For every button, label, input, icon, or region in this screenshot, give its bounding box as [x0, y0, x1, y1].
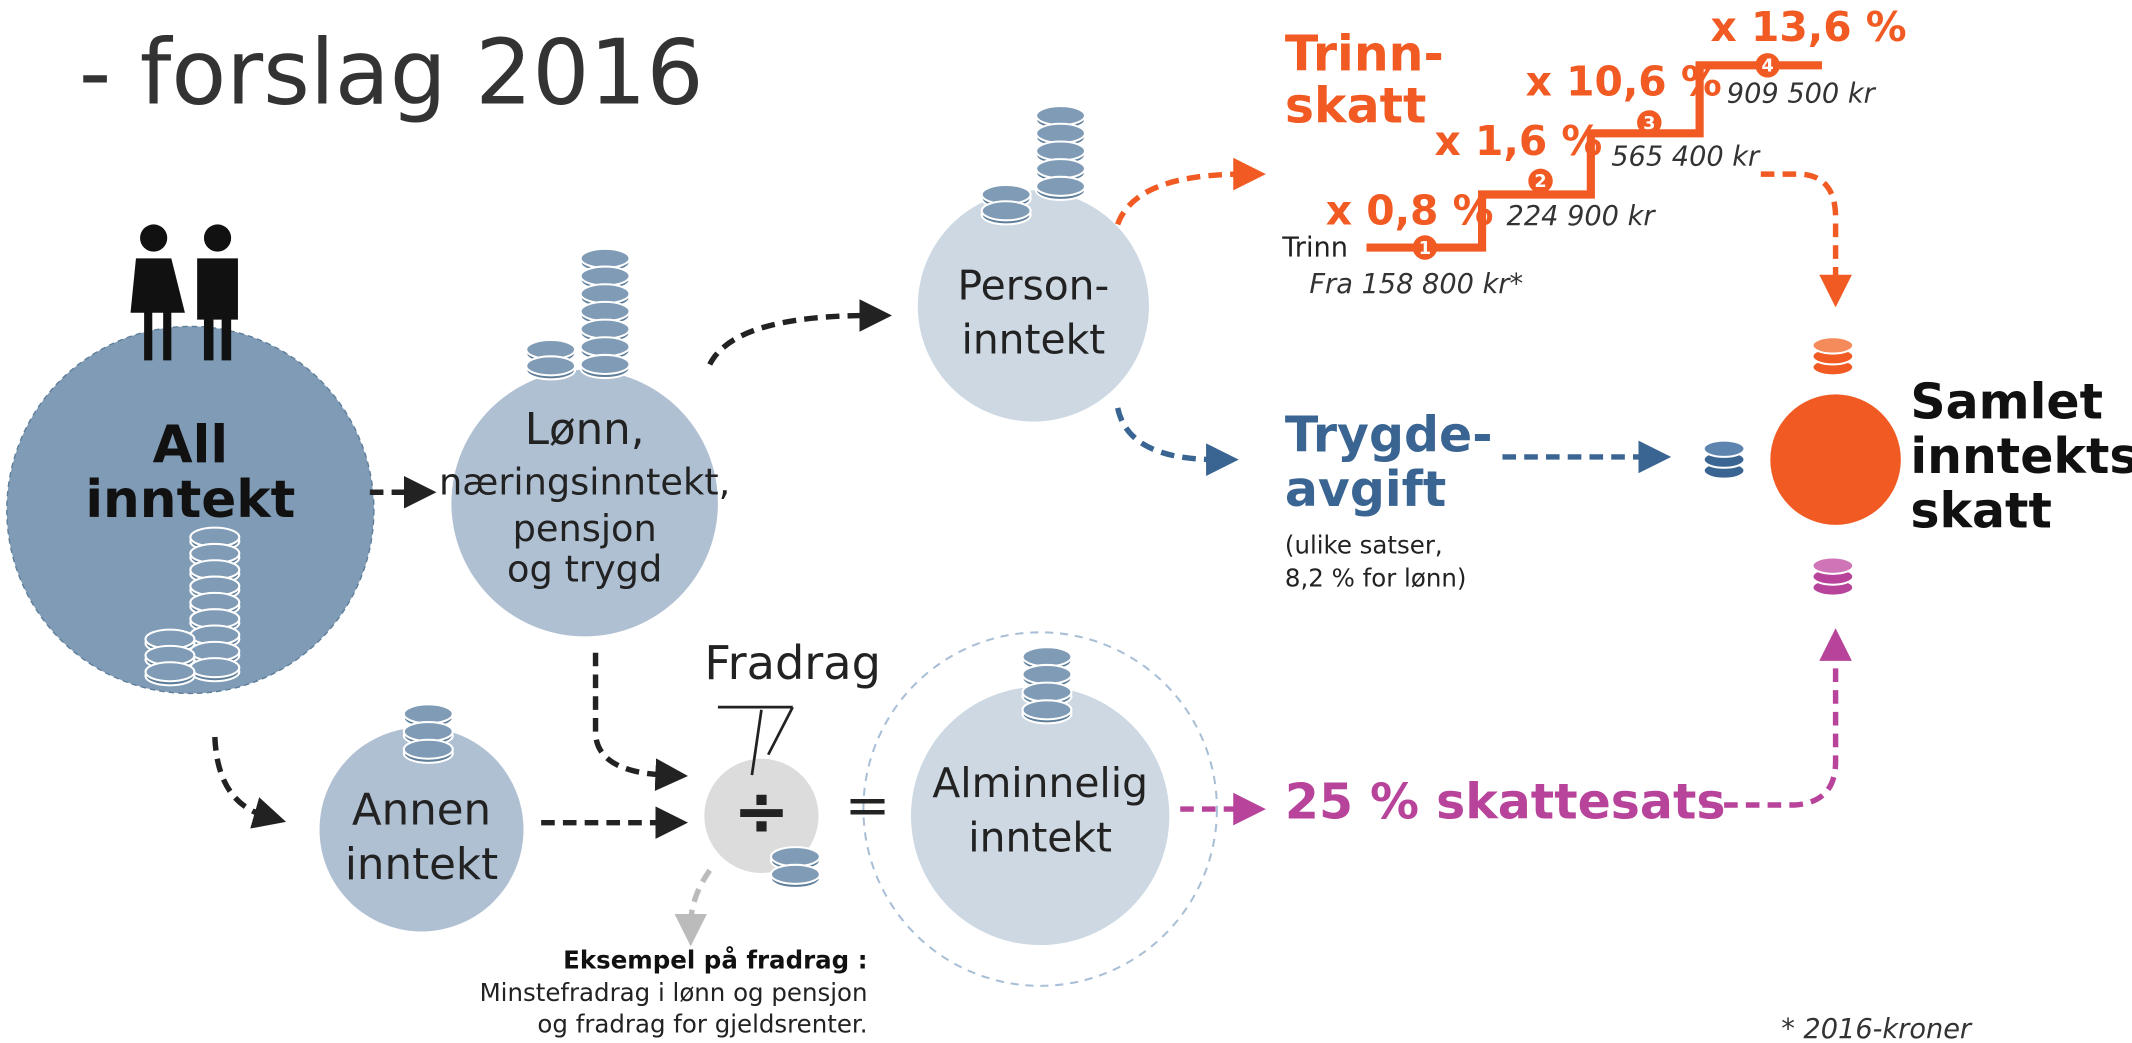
step-threshold: Fra 158 800 kr* [1309, 269, 1523, 300]
step-word: Trinn [1281, 232, 1348, 263]
node-label: pensjon [513, 507, 657, 550]
social-security-note: 8,2 % for lønn) [1285, 563, 1466, 592]
bracket-tax: Trinn- [1285, 26, 1444, 83]
step-number: 1 [1419, 239, 1431, 259]
node-label: Alminnelig [932, 759, 1148, 807]
node-label: Person- [957, 261, 1109, 309]
total-tax: Samlet [1910, 374, 2103, 431]
step-threshold: 565 400 kr [1611, 141, 1761, 172]
example-text: og fradrag for gjeldsrenter. [537, 1009, 867, 1038]
step-rate: x 1,6 % [1434, 117, 1602, 165]
node-label: inntekt [962, 316, 1106, 364]
operator: ÷ [733, 772, 790, 851]
social-security-note: (ulike satser, [1285, 531, 1443, 560]
step-rate: x 0,8 % [1326, 187, 1494, 235]
bracket-tax: skatt [1285, 77, 1426, 134]
step-rate: x 10,6 % [1526, 57, 1722, 105]
node-label: Lønn, [525, 405, 645, 455]
step-number: 3 [1643, 114, 1655, 134]
social-security: avgift [1285, 461, 1446, 518]
node-label: næringsinntekt, [439, 461, 730, 504]
step-threshold: 224 900 kr [1507, 201, 1657, 232]
deduction-label: Fradrag [704, 636, 881, 690]
operator: = [845, 774, 891, 837]
node-label: inntekt [85, 470, 295, 530]
step-threshold: 909 500 kr [1727, 79, 1877, 110]
example-title: Eksempel på fradrag : [563, 945, 867, 974]
step-number: 2 [1534, 172, 1546, 192]
footnote: * 2016-kroner [1781, 1014, 1973, 1043]
node-label: inntekt [968, 813, 1112, 861]
node-label: og trygd [507, 548, 662, 591]
page: {"header": {"title": "- forslag 2016"}, … [0, 0, 2132, 1043]
node-label: inntekt [345, 840, 498, 890]
example-text: Minstefradrag i lønn og pensjon [480, 978, 868, 1007]
step-rate: x 13,6 % [1710, 3, 1906, 51]
node-label: All [153, 416, 228, 476]
flat-rate: 25 % skattesats [1285, 773, 1726, 830]
title: - forslag 2016 [79, 21, 704, 125]
social-security: Trygde- [1285, 406, 1493, 463]
total-tax: skatt [1910, 483, 2051, 540]
step-number: 4 [1761, 57, 1773, 77]
node-label: Annen [352, 786, 491, 836]
diagram: - forslag 2016 AllinntektLønn,næringsinn… [0, 0, 2132, 1043]
